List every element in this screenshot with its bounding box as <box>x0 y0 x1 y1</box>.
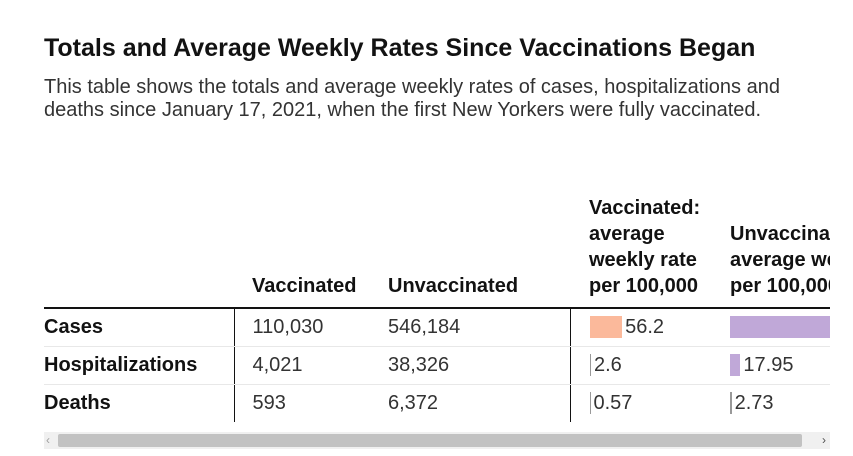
header-blank <box>44 170 234 309</box>
scrollbar-thumb[interactable] <box>58 434 802 447</box>
rates-table: Vaccinated Unvaccinated Vaccinated: aver… <box>44 170 830 422</box>
horizontal-scrollbar[interactable]: ‹ › <box>44 432 830 449</box>
vaccinated-total-cell: 593 <box>233 384 388 422</box>
vaccinated-rate-cell: 0.57 <box>569 384 730 422</box>
unvaccinated-rate-cell <box>730 308 830 347</box>
header-vaccinated-rate: Vaccinated: average weekly rate per 100,… <box>570 170 730 309</box>
scroll-right-arrow-icon[interactable]: › <box>822 433 826 447</box>
vaccinated-rate-bar <box>589 316 623 339</box>
header-unvaccinated-rate: Unvaccinated: average weekly rate per 10… <box>730 170 830 309</box>
vaccinated-rate-value: 0.57 <box>593 391 633 414</box>
header-row: Vaccinated Unvaccinated Vaccinated: aver… <box>44 170 830 309</box>
vaccinated-total-cell: 110,030 <box>233 308 388 347</box>
vaccinated-rate-cell: 2.6 <box>569 346 730 385</box>
unvaccinated-rate-bar <box>730 316 830 339</box>
vaccinated-rate-value: 56.2 <box>625 315 665 338</box>
unvaccinated-total-cell: 38,326 <box>388 346 570 385</box>
unvaccinated-rate-bar <box>730 392 732 415</box>
table-row: Cases 110,030 546,184 56.2 <box>44 308 830 347</box>
vaccinated-rate-cell: 56.2 <box>569 308 730 347</box>
table-description: This table shows the totals and average … <box>44 76 780 121</box>
unvaccinated-total-cell: 6,372 <box>388 391 439 414</box>
scroll-left-arrow-icon[interactable]: ‹ <box>46 433 50 447</box>
table-scroll-container[interactable]: Vaccinated Unvaccinated Vaccinated: aver… <box>44 170 830 432</box>
unvaccinated-rate-value: 2.73 <box>734 391 774 414</box>
table-title: Totals and Average Weekly Rates Since Va… <box>44 34 756 62</box>
unvaccinated-total-cell: 546,184 <box>388 308 570 347</box>
row-label-cases: Cases <box>44 308 234 347</box>
unvaccinated-rate-value: 17.95 <box>743 353 794 376</box>
unvaccinated-rate-bar <box>730 354 741 376</box>
vaccinated-rate-bar <box>589 392 591 415</box>
header-vaccinated: Vaccinated <box>234 170 388 309</box>
row-label-hospitalizations: Hospitalizations <box>44 346 234 385</box>
table-row: Hospitalizations 4,021 38,326 2.6 17.95 <box>44 346 830 385</box>
header-unvaccinated: Unvaccinated <box>388 170 570 309</box>
table-row: Deaths 593 6,372 0.57 2.73 <box>44 384 830 422</box>
vaccinated-rate-bar <box>589 354 591 376</box>
unvaccinated-rate-cell: 2.73 <box>730 384 830 422</box>
unvaccinated-rate-cell: 17.95 <box>730 346 830 385</box>
row-label-deaths: Deaths <box>44 391 111 414</box>
vaccinated-rate-value: 2.6 <box>594 353 622 376</box>
vaccinated-total-cell: 4,021 <box>233 346 388 385</box>
